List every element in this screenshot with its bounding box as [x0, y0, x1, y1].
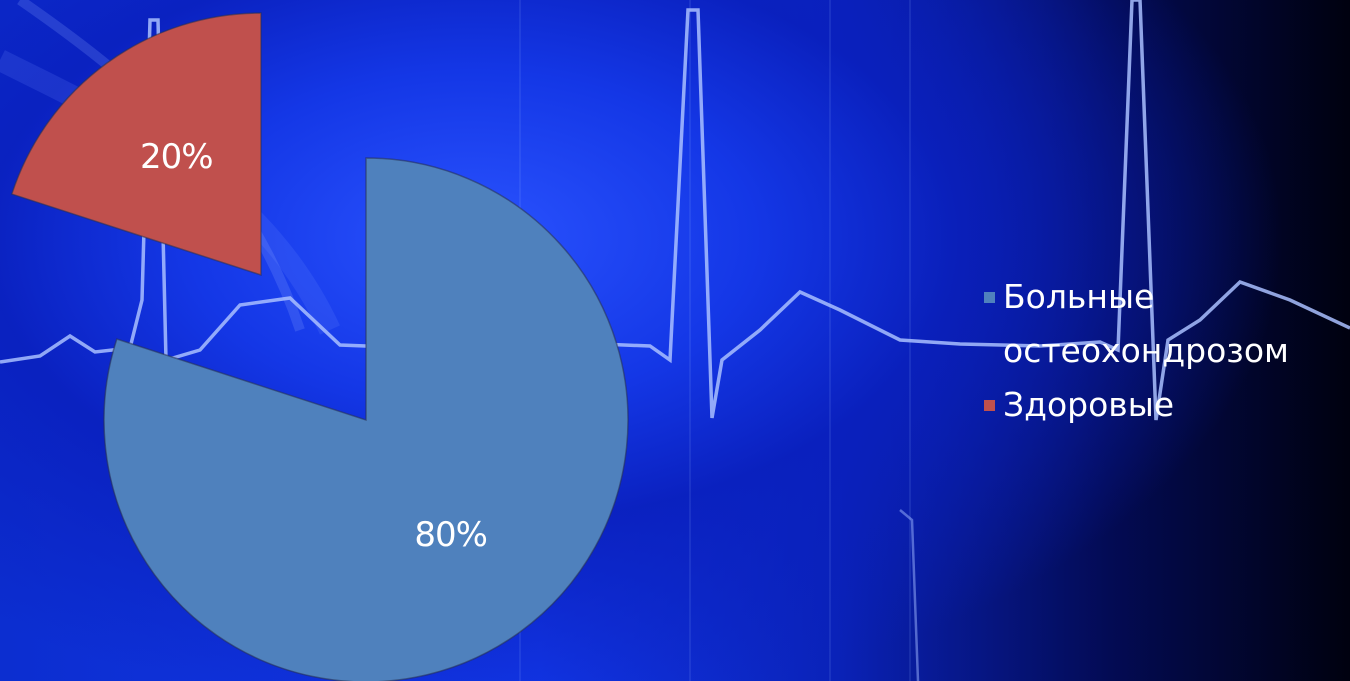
legend-item-patients: Больные остеохондрозом	[984, 270, 1289, 378]
pie-label-patients: 80%	[414, 515, 487, 555]
legend-label-healthy: Здоровые	[1003, 385, 1175, 424]
pie-label-healthy: 20%	[140, 137, 213, 177]
ecg-line	[0, 0, 1350, 421]
legend-swatch-patients	[984, 292, 995, 303]
chart-legend: Больные остеохондрозом Здоровые	[984, 270, 1289, 432]
pie-slice-patients	[103, 157, 629, 681]
legend-item-healthy: Здоровые	[984, 378, 1289, 432]
legend-label-patients: Больные остеохондрозом	[1003, 277, 1289, 370]
pie-slice-healthy	[10, 12, 262, 277]
legend-swatch-healthy	[984, 400, 995, 411]
